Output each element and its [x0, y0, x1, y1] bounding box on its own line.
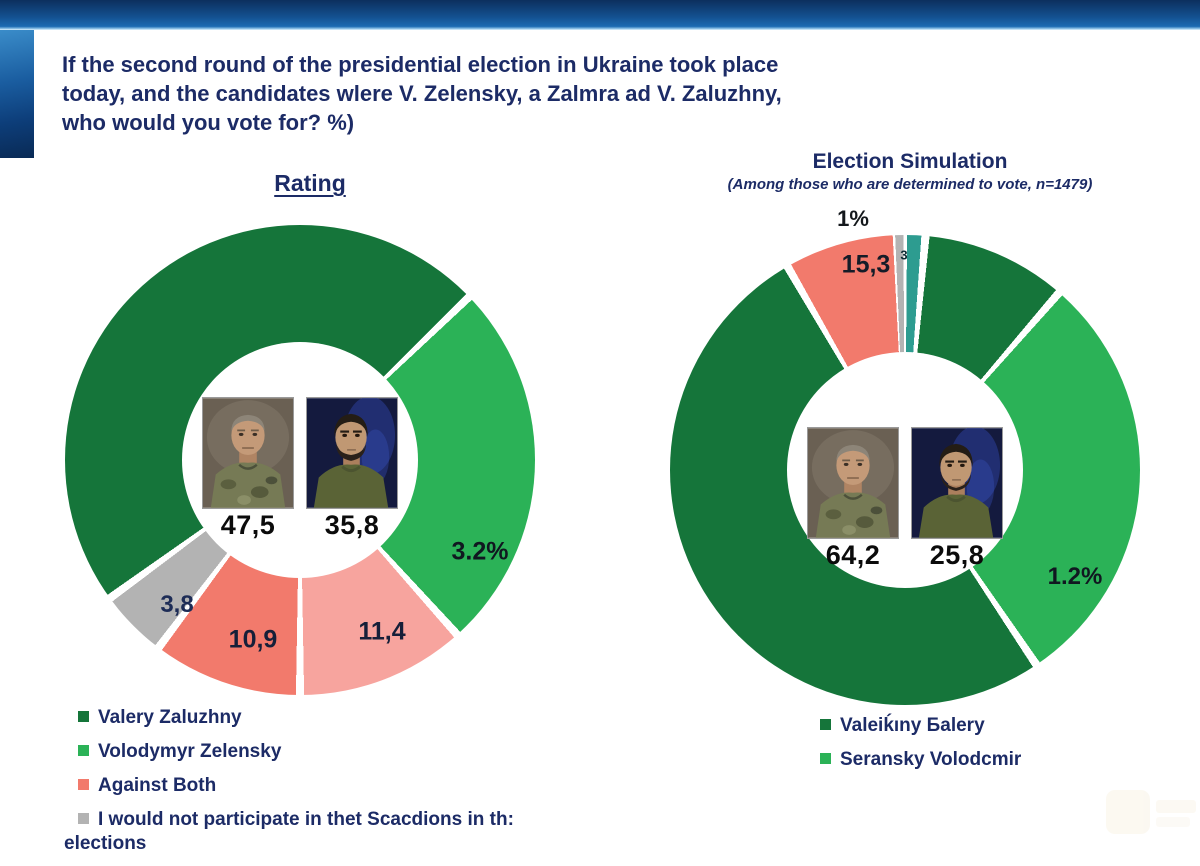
slice-label-salmon: 10,9: [228, 625, 278, 654]
zelensky-value: 35,8: [324, 510, 380, 540]
right-chart-header: Election Simulation (Among those who are…: [640, 150, 1180, 193]
top-bar: [0, 0, 1200, 30]
center-values: 64,2 25,8: [807, 540, 1003, 571]
zaluzhny-photo: [202, 397, 294, 509]
right-legend: Valeiḱıny Ƃalery Seransky Volodcmir: [806, 714, 1186, 782]
zelensky-value: 25,8: [929, 540, 985, 570]
left-accent-bar: [0, 30, 34, 158]
watermark-text-block: [1156, 800, 1196, 813]
candidate-photos: [202, 397, 398, 509]
title-line-1: If the second round of the presidential …: [62, 52, 779, 77]
slice-label-gray: 3,8: [160, 591, 194, 618]
zelensky-photo: [306, 397, 398, 509]
legend-label: Valeiḱıny Ƃalery: [840, 715, 985, 736]
simulation-donut-chart: 64,2 25,8 1% 15,3 3 1.2%: [670, 206, 1140, 705]
zaluzhny-value: 47,5: [220, 510, 276, 540]
slice-label-green: 3.2%: [451, 537, 509, 566]
legend-swatch-gray: [78, 813, 89, 824]
title-line-2: today, and the candidates wlere V. Zelen…: [62, 81, 782, 106]
left-chart-header: Rating: [160, 170, 460, 197]
legend-item-zelensky: Volodymyr Zelensky: [64, 740, 574, 764]
legend-swatch-medium-green: [78, 745, 89, 756]
slice-label-superscript: 3: [900, 247, 908, 263]
zelensky-photo: [911, 427, 1003, 539]
watermark-text-block: [1156, 817, 1190, 827]
legend-swatch-dark-green: [78, 711, 89, 722]
legend-swatch-medium-green: [820, 753, 831, 764]
slice-label-top: 1%: [837, 206, 869, 231]
title-line-3: who would you vote for? %): [62, 110, 355, 135]
slice-label-green: 1.2%: [1047, 563, 1103, 590]
legend-swatch-dark-green: [820, 719, 831, 730]
legend-item-against-both: Against Both: [64, 774, 574, 798]
simulation-donut-hole: 64,2 25,8: [787, 352, 1023, 588]
legend-item-zaluzhny: Valeiḱıny Ƃalery: [806, 714, 1186, 738]
legend-label: Seransky Volodcmir: [840, 749, 1022, 770]
watermark-logo: [1106, 790, 1150, 834]
legend-item-zaluzhny: Valery Zaluzhny: [64, 706, 574, 730]
legend-swatch-salmon: [78, 779, 89, 790]
right-chart-subtitle: (Among those who are determined to vote,…: [727, 176, 1093, 193]
legend-item-not-participate: I would not participate in thet Scacdion…: [64, 808, 574, 856]
rating-donut-chart: 47,5 35,8 3.2% 3,8 10,9 11,4: [65, 225, 535, 695]
legend-label: Volodymyr Zelensky: [98, 741, 282, 762]
legend-label: Against Both: [98, 775, 217, 796]
right-chart-title: Election Simulation: [812, 150, 1008, 173]
legend-label: Valery Zaluzhny: [98, 707, 242, 728]
zaluzhny-photo: [807, 427, 899, 539]
slice-label-salmon: 15,3: [841, 250, 891, 279]
rating-donut-hole: 47,5 35,8: [182, 342, 418, 578]
page-title: If the second round of the presidential …: [62, 50, 912, 137]
center-values: 47,5 35,8: [202, 510, 398, 541]
watermark: [1098, 788, 1198, 840]
zaluzhny-value: 64,2: [825, 540, 881, 570]
legend-label: I would not participate in thet Scacdion…: [64, 809, 514, 854]
left-chart-title: Rating: [274, 170, 346, 196]
slice-label-pink: 11,4: [358, 617, 406, 646]
candidate-photos: [807, 427, 1003, 539]
left-legend: Valery Zaluzhny Volodymyr Zelensky Again…: [64, 706, 574, 866]
legend-item-zelensky: Seransky Volodcmir: [806, 748, 1186, 772]
